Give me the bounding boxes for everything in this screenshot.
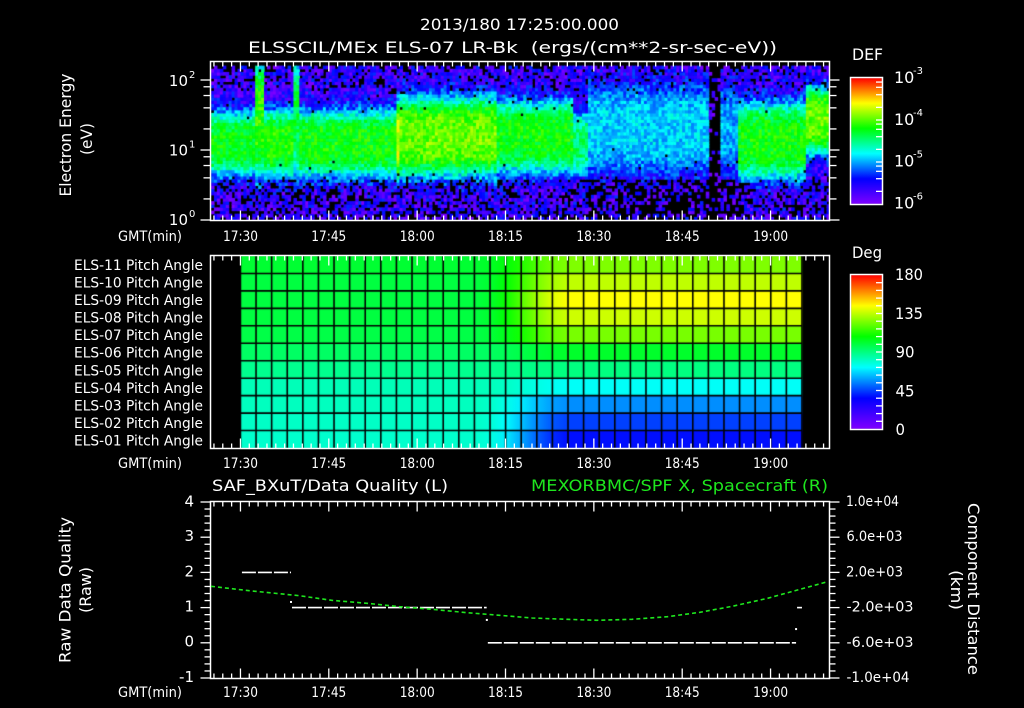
pitch-row-label: ELS-02 Pitch Angle bbox=[74, 416, 203, 432]
quality-left-title: SAF_BXuT/Data Quality (L) bbox=[212, 476, 448, 496]
data-quality-point bbox=[290, 600, 293, 603]
time-tick-label: 18:15 bbox=[488, 229, 523, 245]
quality-left-tick-label: -1 bbox=[179, 668, 194, 686]
energy-tick-label-base: 10 bbox=[169, 142, 188, 160]
def-colorbar-label-exp: -4 bbox=[913, 108, 923, 119]
pitch-row-label: ELS-11 Pitch Angle bbox=[74, 258, 203, 274]
time-tick-label: 17:30 bbox=[223, 229, 258, 245]
distance-tick-label: -6.0e+03 bbox=[847, 635, 914, 651]
quality-ylabel-unit: (Raw) bbox=[76, 567, 95, 613]
def-colorbar-frame bbox=[849, 76, 884, 206]
time-axis-label: GMT(min) bbox=[118, 229, 182, 245]
time-tick-label: 19:00 bbox=[753, 685, 788, 701]
time-tick-label: 17:45 bbox=[311, 456, 346, 472]
energy-tick-label-exp: 2 bbox=[189, 70, 195, 81]
def-colorbar-label-exp: -3 bbox=[913, 66, 923, 77]
time-tick-label: 18:15 bbox=[488, 456, 523, 472]
def-colorbar-label-exp: -6 bbox=[913, 192, 923, 203]
pitch-colorbar-label: 45 bbox=[896, 382, 915, 401]
quality-left-tick-label: 1 bbox=[184, 598, 194, 616]
time-tick-label: 18:00 bbox=[400, 685, 435, 701]
quality-panel: SAF_BXuT/Data Quality (L) MEXORBMC/SPF X… bbox=[56, 476, 984, 701]
time-tick-label: 18:00 bbox=[400, 229, 435, 245]
pitch-colorbar-label: 135 bbox=[895, 304, 923, 323]
time-tick-label: 17:45 bbox=[311, 229, 346, 245]
pitch-angle-frame bbox=[209, 254, 831, 450]
time-tick-label: 17:30 bbox=[223, 685, 258, 701]
time-tick-label: 17:45 bbox=[311, 685, 346, 701]
distance-tick-label: -1.0e+04 bbox=[847, 670, 910, 686]
quality-left-tick-label: 0 bbox=[184, 633, 194, 651]
time-tick-label: 18:45 bbox=[665, 229, 700, 245]
quality-right-title: MEXORBMC/SPF X, Spacecraft (R) bbox=[531, 476, 828, 495]
quality-left-tick-label: 3 bbox=[184, 527, 194, 545]
time-axis-label: GMT(min) bbox=[118, 456, 182, 472]
distance-ylabel: Component Distance bbox=[964, 503, 983, 675]
pitch-colorbar-title: Deg bbox=[852, 243, 882, 262]
def-colorbar-label-base: 10 bbox=[894, 110, 914, 129]
pitch-colorbar: Deg 180 135 90 45 0 bbox=[849, 243, 923, 439]
pitch-colorbar-label: 0 bbox=[896, 420, 906, 439]
def-colorbar-label-base: 10 bbox=[894, 194, 914, 213]
pitch-colorbar-frame bbox=[849, 273, 884, 431]
spectrogram-frame bbox=[209, 60, 831, 222]
time-tick-label: 18:30 bbox=[576, 229, 611, 245]
energy-tick-label-exp: 1 bbox=[189, 140, 195, 151]
time-tick-label: 19:00 bbox=[753, 456, 788, 472]
pitch-row-label: ELS-09 Pitch Angle bbox=[74, 293, 203, 309]
quality-left-tick-label: 4 bbox=[184, 493, 194, 511]
pitch-row-label: ELS-08 Pitch Angle bbox=[74, 311, 203, 327]
energy-tick-label-base: 10 bbox=[169, 211, 188, 229]
pitch-row-label: ELS-04 Pitch Angle bbox=[74, 381, 203, 397]
spectrogram-ylabel-unit: (eV) bbox=[77, 123, 96, 155]
data-quality-point bbox=[485, 618, 488, 621]
distance-tick-label: 6.0e+03 bbox=[847, 529, 903, 545]
def-colorbar-label-base: 10 bbox=[894, 68, 914, 87]
plot-header: 2013/180 17:25:00.000 ELSSCIL/MEx ELS-07… bbox=[248, 15, 777, 57]
pitch-row-label: ELS-03 Pitch Angle bbox=[74, 398, 203, 414]
energy-tick-label-exp: 0 bbox=[189, 209, 195, 220]
data-quality-point bbox=[795, 628, 798, 631]
time-tick-label: 18:30 bbox=[576, 685, 611, 701]
pitch-row-label: ELS-05 Pitch Angle bbox=[74, 363, 203, 379]
plot-title: ELSSCIL/MEx ELS-07 LR-Bk (ergs/(cm**2-sr… bbox=[248, 38, 777, 57]
axis-ticks bbox=[200, 61, 882, 679]
time-tick-label: 19:00 bbox=[753, 229, 788, 245]
time-tick-label: 18:15 bbox=[488, 685, 523, 701]
distance-tick-label: 1.0e+04 bbox=[846, 494, 899, 510]
def-colorbar: DEF 10 -3 10 -4 10 -5 10 -6 bbox=[849, 45, 923, 213]
plot-datetime: 2013/180 17:25:00.000 bbox=[420, 15, 619, 34]
distance-ylabel-unit: (km) bbox=[947, 570, 966, 610]
time-tick-label: 18:45 bbox=[665, 456, 700, 472]
pitch-row-label: ELS-06 Pitch Angle bbox=[74, 346, 203, 362]
spectrogram-panel: Electron Energy (eV) 10 2 10 1 10 0 GMT(… bbox=[56, 45, 923, 245]
def-colorbar-label-exp: -5 bbox=[913, 150, 923, 161]
quality-frame bbox=[209, 500, 831, 680]
distance-tick-label: 2.0e+03 bbox=[846, 565, 903, 581]
pitch-row-label: ELS-01 Pitch Angle bbox=[74, 434, 203, 450]
time-tick-label: 18:45 bbox=[665, 685, 700, 701]
time-tick-label: 18:30 bbox=[576, 456, 611, 472]
energy-tick-label-base: 10 bbox=[169, 72, 188, 90]
quality-ylabel: Raw Data Quality bbox=[56, 517, 75, 663]
distance-tick-label: -2.0e+03 bbox=[847, 600, 914, 616]
pitch-colorbar-label: 180 bbox=[895, 265, 923, 284]
pitch-colorbar-label: 90 bbox=[896, 343, 915, 362]
def-colorbar-title: DEF bbox=[852, 45, 883, 64]
time-axis-label: GMT(min) bbox=[118, 685, 182, 701]
time-tick-label: 18:00 bbox=[400, 456, 435, 472]
pitch-row-label: ELS-07 Pitch Angle bbox=[74, 328, 203, 344]
pitch-angle-panel: ELS-11 Pitch Angle ELS-10 Pitch Angle EL… bbox=[74, 243, 923, 472]
spectrogram-ylabel: Electron Energy bbox=[56, 74, 75, 197]
time-tick-label: 17:30 bbox=[223, 456, 258, 472]
line-series-layer bbox=[210, 571, 827, 644]
pitch-row-label: ELS-10 Pitch Angle bbox=[74, 276, 203, 292]
spacecraft-x-line bbox=[210, 581, 827, 622]
quality-left-tick-label: 2 bbox=[184, 563, 194, 581]
def-colorbar-label-base: 10 bbox=[894, 152, 914, 171]
